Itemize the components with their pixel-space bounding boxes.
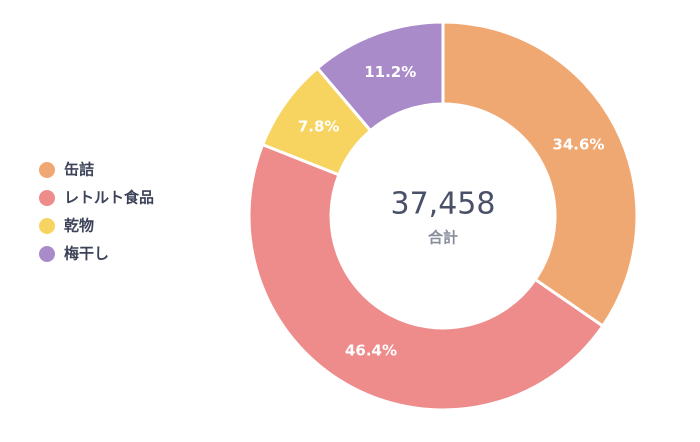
- legend-swatch: [39, 246, 55, 262]
- center-value: 37,458: [391, 187, 496, 222]
- data-label: 34.6%: [552, 135, 604, 153]
- donut-segment: [247, 142, 605, 412]
- data-label: 11.2%: [364, 63, 416, 81]
- legend-swatch: [39, 162, 55, 178]
- legend-swatch: [39, 190, 55, 206]
- legend-label: 乾物: [64, 217, 94, 235]
- data-label: 7.8%: [298, 117, 340, 135]
- legend-label: 梅干し: [64, 245, 109, 263]
- donut-segment: [441, 20, 639, 329]
- legend-swatch: [39, 218, 55, 234]
- legend-label: 缶詰: [64, 161, 94, 179]
- legend-label: レトルト食品: [64, 189, 154, 207]
- data-label: 46.4%: [345, 341, 397, 359]
- donut-segment: [315, 20, 445, 133]
- center-label: 合計: [427, 229, 458, 247]
